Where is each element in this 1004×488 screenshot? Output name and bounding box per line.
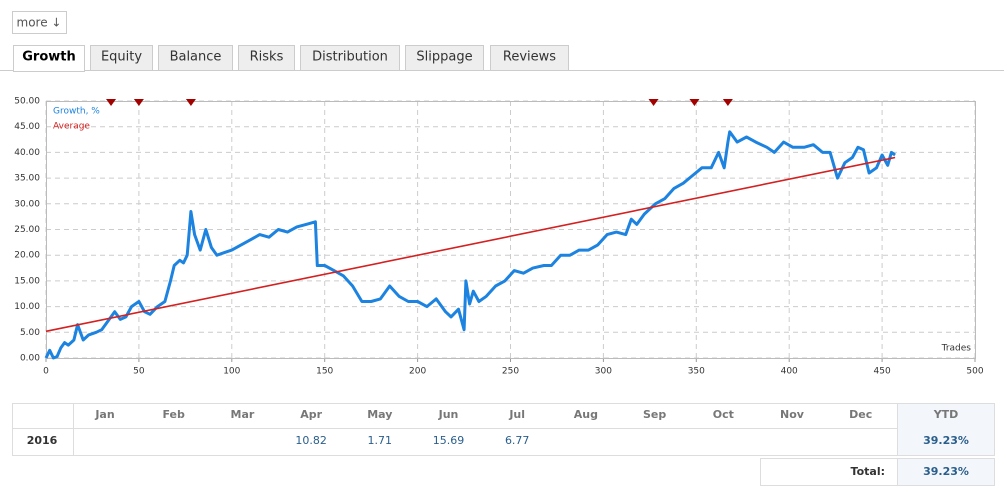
header-cell: Jan xyxy=(94,408,114,421)
x-tick-label: 400 xyxy=(781,367,798,377)
x-tick-label: 250 xyxy=(502,367,519,377)
y-tick-label: 30.00 xyxy=(14,199,40,209)
tab-label[interactable]: Slippage xyxy=(416,50,472,65)
header-cell: Aug xyxy=(574,408,598,421)
y-tick-label: 10.00 xyxy=(14,302,40,312)
legend-label: Growth, % xyxy=(53,107,100,117)
tab[interactable] xyxy=(13,45,85,72)
y-tick-label: 35.00 xyxy=(14,174,40,184)
tab-label[interactable]: Risks xyxy=(250,50,284,65)
series-line xyxy=(44,130,896,360)
tab-label[interactable]: Equity xyxy=(101,50,142,65)
tab[interactable] xyxy=(300,45,400,71)
month-cell: 10.82 xyxy=(295,434,327,447)
tab-label[interactable]: Balance xyxy=(170,50,222,65)
event-marker xyxy=(133,99,144,106)
year-cell: 2016 xyxy=(27,434,58,447)
y-tick-label: 50.00 xyxy=(14,97,40,107)
header-cell: Nov xyxy=(780,408,805,421)
x-tick-label: 300 xyxy=(595,367,612,377)
header-cell: Jun xyxy=(438,408,459,421)
tab[interactable] xyxy=(90,45,153,71)
header-cell: YTD xyxy=(933,408,959,421)
plot-frame xyxy=(46,101,976,359)
month-cell: 6.77 xyxy=(505,434,530,447)
event-marker xyxy=(648,99,659,106)
more-button[interactable] xyxy=(12,11,67,34)
x-tick-label: 500 xyxy=(966,367,983,377)
series-line xyxy=(45,156,896,333)
total-label: Total: xyxy=(851,465,885,478)
y-tick-label: 20.00 xyxy=(14,251,40,261)
tab[interactable] xyxy=(158,45,233,71)
x-tick-label: 450 xyxy=(874,367,891,377)
total-value: 39.23% xyxy=(923,465,969,478)
header-cell: May xyxy=(367,408,392,421)
ytd-column xyxy=(897,403,995,456)
table-frame xyxy=(12,403,995,456)
tab-label[interactable]: Reviews xyxy=(503,50,556,65)
y-tick-label: 45.00 xyxy=(14,122,40,132)
tab[interactable] xyxy=(405,45,484,71)
x-tick-label: 200 xyxy=(409,367,426,377)
legend-label: Average xyxy=(53,122,90,132)
header-cell: Dec xyxy=(849,408,872,421)
total-value-box xyxy=(897,458,995,486)
x-tick-label: 350 xyxy=(688,367,705,377)
x-tick-label: 100 xyxy=(223,367,240,377)
table: Jan Feb Mar Apr May Jun Jul Aug Sep Oct Nov Dec YTD 2… xyxy=(12,403,995,486)
header-cell: Jul xyxy=(508,408,525,421)
more-label[interactable]: more ↓ xyxy=(17,16,62,30)
event-marker xyxy=(185,99,196,106)
y-tick-label: 40.00 xyxy=(14,148,40,158)
event-marker xyxy=(722,99,733,106)
tab[interactable] xyxy=(238,45,295,71)
x-tick-label: 150 xyxy=(316,367,333,377)
header-cell: Oct xyxy=(713,408,734,421)
ytd-cell: 39.23% xyxy=(923,434,969,447)
tab[interactable] xyxy=(490,45,569,71)
x-axis-label: Trades xyxy=(941,344,972,354)
x-tick-label: 50 xyxy=(133,367,145,377)
event-marker xyxy=(106,99,117,106)
event-marker xyxy=(689,99,700,106)
header-cell: Apr xyxy=(300,408,322,421)
y-tick-label: 15.00 xyxy=(14,276,40,286)
x-tick-label: 0 xyxy=(43,367,49,377)
header-cell: Sep xyxy=(643,408,666,421)
month-cell: 1.71 xyxy=(368,434,393,447)
y-tick-label: 5.00 xyxy=(20,328,40,338)
tab-label[interactable]: Distribution xyxy=(312,50,388,65)
chart: 0.00 5.00 10.00 15.00 20.00 25.00 30.00 35.00 40… xyxy=(14,97,984,377)
header-cell: Feb xyxy=(162,408,185,421)
header-cell: Mar xyxy=(231,408,255,421)
tabs: Growth Equity Balance Risks Distribution Slip… xyxy=(13,45,569,72)
y-tick-label: 25.00 xyxy=(14,225,40,235)
y-tick-label: 0.00 xyxy=(20,354,40,364)
month-cell: 15.69 xyxy=(433,434,465,447)
tab-label[interactable]: Growth xyxy=(22,50,76,65)
